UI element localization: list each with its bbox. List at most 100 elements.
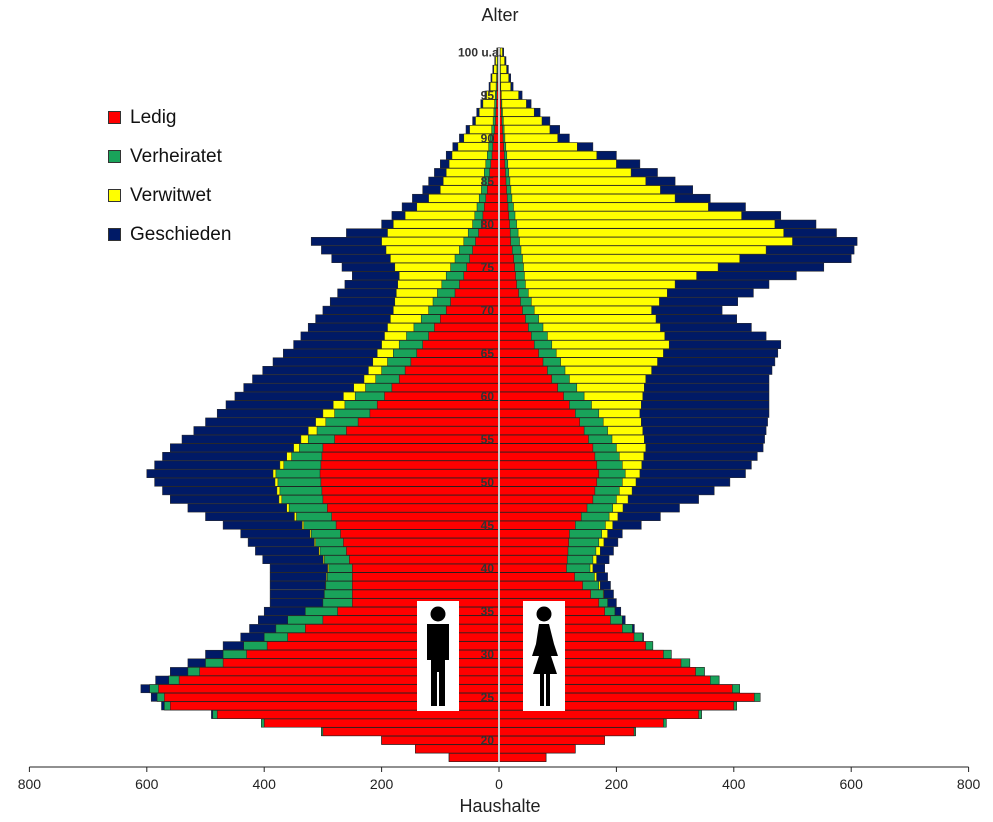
female-bar-ledig-age-47 [498, 503, 588, 513]
x-tick-label: 200 [605, 776, 629, 792]
female-bar-ledig-age-46 [498, 512, 582, 521]
age-tick-50: 50 [481, 475, 495, 489]
x-tick-label: 600 [840, 776, 864, 792]
male-bar-ledig-age-55 [334, 434, 500, 444]
female-bar-ledig-age-42 [498, 546, 569, 556]
male-bar-ledig-age-34 [322, 615, 500, 625]
male-bar-ledig-age-57 [357, 417, 500, 427]
x-tick-label: 200 [370, 776, 394, 792]
female-bar-verwitwet-age-93 [498, 107, 535, 117]
legend-item-verheiratet: Verheiratet [108, 137, 231, 176]
male-bar-ledig-age-87 [490, 159, 500, 169]
male-bar-ledig-age-45 [335, 520, 500, 530]
female-bar-ledig-age-21 [498, 727, 635, 737]
female-bar-verwitwet-age-77 [498, 245, 767, 255]
x-axis: 800 600 400 200 0 200 400 600 800 [18, 766, 980, 792]
female-bar-ledig-age-56 [498, 426, 585, 435]
female-bar-ledig-age-84 [498, 185, 507, 195]
female-bar-ledig-age-61 [498, 383, 558, 392]
female-bar-ledig-age-68 [498, 323, 529, 332]
female-bars [498, 47, 858, 762]
male-bar-ledig-age-47 [327, 503, 500, 513]
male-bar-ledig-age-49 [321, 486, 500, 496]
legend-swatch-geschieden [108, 228, 121, 241]
female-bar-ledig-age-79 [498, 228, 511, 238]
male-bar-ledig-age-63 [404, 366, 500, 375]
female-bar-ledig-age-19 [498, 744, 576, 754]
female-bar-ledig-age-73 [498, 280, 517, 289]
x-axis-title: Haushalte [459, 796, 541, 816]
female-bar-ledig-age-78 [498, 237, 511, 246]
male-bar-ledig-age-54 [322, 443, 500, 453]
male-bar-ledig-age-33 [305, 624, 500, 633]
female-bar-ledig-age-65 [498, 348, 539, 358]
age-tick-95: 95 [481, 88, 495, 102]
female-bar-ledig-age-58 [498, 409, 576, 418]
female-bar-ledig-age-37 [498, 589, 591, 599]
age-tick-80: 80 [481, 217, 495, 231]
female-bar-ledig-age-41 [498, 555, 568, 564]
male-bar-ledig-age-38 [352, 581, 500, 590]
male-bar-ledig-age-41 [349, 555, 500, 564]
male-bar-ledig-age-32 [287, 632, 500, 642]
male-bar-ledig-age-43 [343, 538, 500, 547]
age-axis-title: Alter [481, 5, 519, 25]
legend-swatch-verwitwet [108, 189, 121, 202]
female-bar-ledig-age-50 [498, 477, 598, 487]
female-bar-ledig-age-18 [498, 753, 547, 762]
male-bar-ledig-age-73 [459, 280, 500, 289]
male-bar-ledig-age-46 [331, 512, 500, 521]
male-bar-ledig-age-42 [346, 546, 500, 556]
female-bar-verwitwet-age-89 [498, 142, 578, 152]
female-bar-verwitwet-age-76 [498, 254, 740, 263]
male-bar-ledig-age-48 [322, 495, 500, 504]
legend-item-ledig: Ledig [108, 98, 231, 137]
x-tick-label: 400 [722, 776, 746, 792]
female-bar-ledig-age-63 [498, 366, 548, 375]
male-bar-ledig-age-58 [369, 409, 500, 418]
male-bar-ledig-age-37 [352, 589, 500, 599]
male-bar-ledig-age-62 [398, 374, 500, 384]
female-bar-ledig-age-76 [498, 254, 514, 263]
female-bar-ledig-age-39 [498, 572, 575, 582]
female-bar-ledig-age-66 [498, 340, 535, 349]
male-bar-ledig-age-40 [352, 563, 500, 573]
female-bar-ledig-age-82 [498, 202, 509, 212]
male-bar-ledig-age-18 [448, 753, 500, 762]
age-tick-25: 25 [481, 691, 495, 705]
male-bars [140, 47, 500, 762]
male-bar-ledig-age-68 [434, 323, 500, 332]
female-bar-ledig-age-69 [498, 314, 526, 324]
female-bar-verwitwet-age-95 [498, 90, 519, 100]
gender-icons [417, 601, 565, 711]
female-bar-verwitwet-age-81 [498, 211, 742, 220]
female-bar-verwitwet-age-84 [498, 185, 661, 195]
legend-swatch-verheiratet [108, 150, 121, 163]
female-bar-ledig-age-83 [498, 193, 508, 203]
female-bar-verwitwet-age-86 [498, 168, 632, 177]
male-bar-ledig-age-72 [454, 288, 500, 298]
male-bar-ledig-age-23 [216, 710, 500, 719]
female-bar-ledig-age-49 [498, 486, 596, 496]
female-bar-ledig-age-31 [498, 641, 647, 651]
female-bar-ledig-age-52 [498, 460, 598, 470]
legend: Ledig Verheiratet Verwitwet Geschieden [108, 98, 231, 254]
male-bar-ledig-age-88 [491, 150, 500, 160]
female-bar-ledig-age-74 [498, 271, 516, 281]
male-bar-ledig-age-53 [321, 452, 500, 461]
female-bar-ledig-age-32 [498, 632, 635, 642]
female-bar-ledig-age-23 [498, 710, 699, 719]
female-bar-verwitwet-age-75 [498, 262, 719, 272]
female-bar-ledig-age-67 [498, 331, 532, 341]
male-bar-ledig-age-50 [320, 477, 500, 487]
female-bar-ledig-age-80 [498, 219, 510, 229]
legend-item-geschieden: Geschieden [108, 215, 231, 254]
legend-swatch-ledig [108, 111, 121, 124]
age-tick-40: 40 [481, 561, 495, 575]
female-bar-verwitwet-age-78 [498, 237, 793, 246]
female-bar-ledig-age-51 [498, 469, 600, 478]
female-bar-ledig-age-44 [498, 529, 570, 539]
female-bar-ledig-age-57 [498, 417, 580, 427]
female-bar-ledig-age-59 [498, 400, 570, 410]
female-bar-verwitwet-age-94 [498, 99, 527, 109]
